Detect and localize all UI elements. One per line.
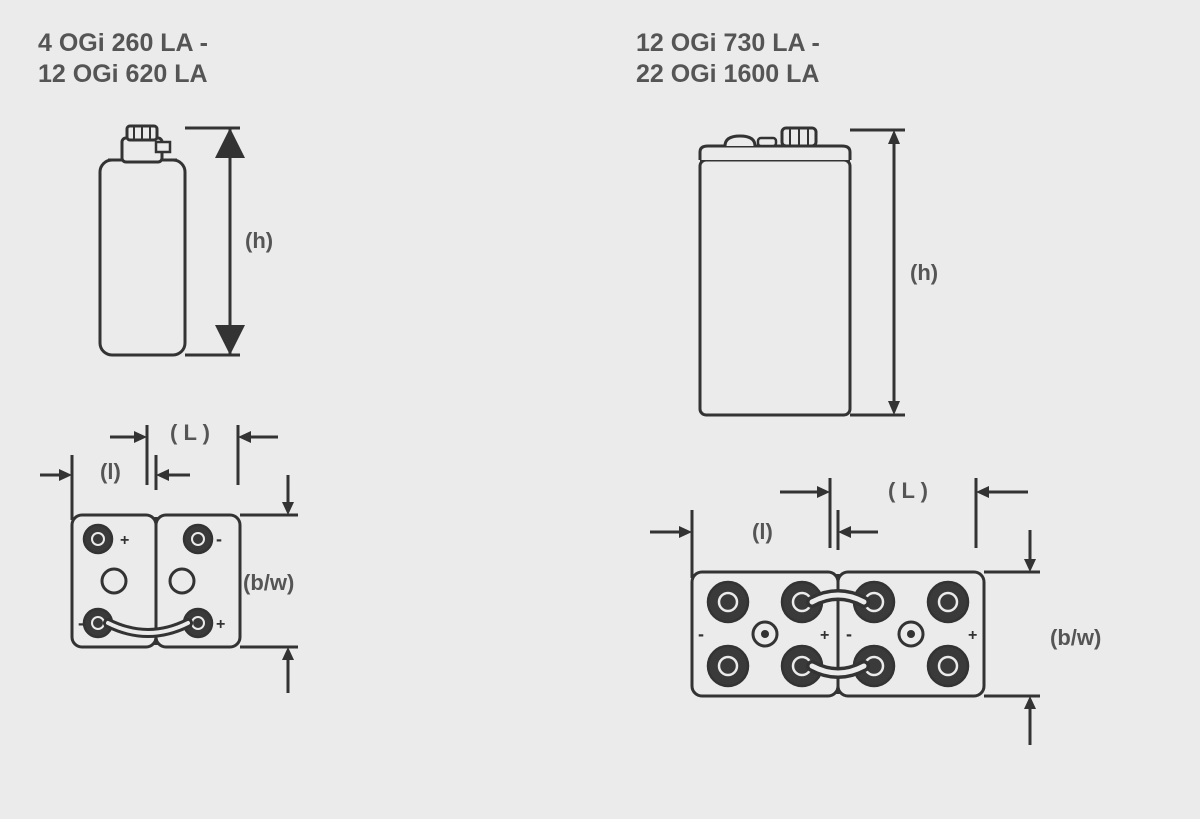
svg-text:-: - xyxy=(698,624,704,644)
svg-text:+: + xyxy=(820,627,829,644)
left-l-label: (l) xyxy=(100,459,121,485)
right-bw-label: (b/w) xyxy=(1050,625,1101,651)
left-L-label: ( L ) xyxy=(170,420,210,446)
right-title: 12 OGi 730 LA - 22 OGi 1600 LA xyxy=(636,28,820,91)
left-top-view: + - - + xyxy=(30,415,390,735)
svg-text:+: + xyxy=(216,616,225,633)
left-bw-label: (b/w) xyxy=(243,570,294,596)
svg-text:+: + xyxy=(120,532,129,549)
svg-text:-: - xyxy=(216,529,222,549)
right-h-label: (h) xyxy=(910,260,938,286)
right-L-label: ( L ) xyxy=(888,478,928,504)
svg-text:+: + xyxy=(968,627,977,644)
svg-text:-: - xyxy=(78,613,84,633)
left-h-label: (h) xyxy=(245,228,273,254)
diagram-canvas: 4 OGi 260 LA - 12 OGi 620 LA 12 OGi 730 … xyxy=(0,0,1200,819)
left-side-view xyxy=(80,120,320,370)
right-l-label: (l) xyxy=(752,519,773,545)
left-title: 4 OGi 260 LA - 12 OGi 620 LA xyxy=(38,28,208,91)
svg-text:-: - xyxy=(846,624,852,644)
